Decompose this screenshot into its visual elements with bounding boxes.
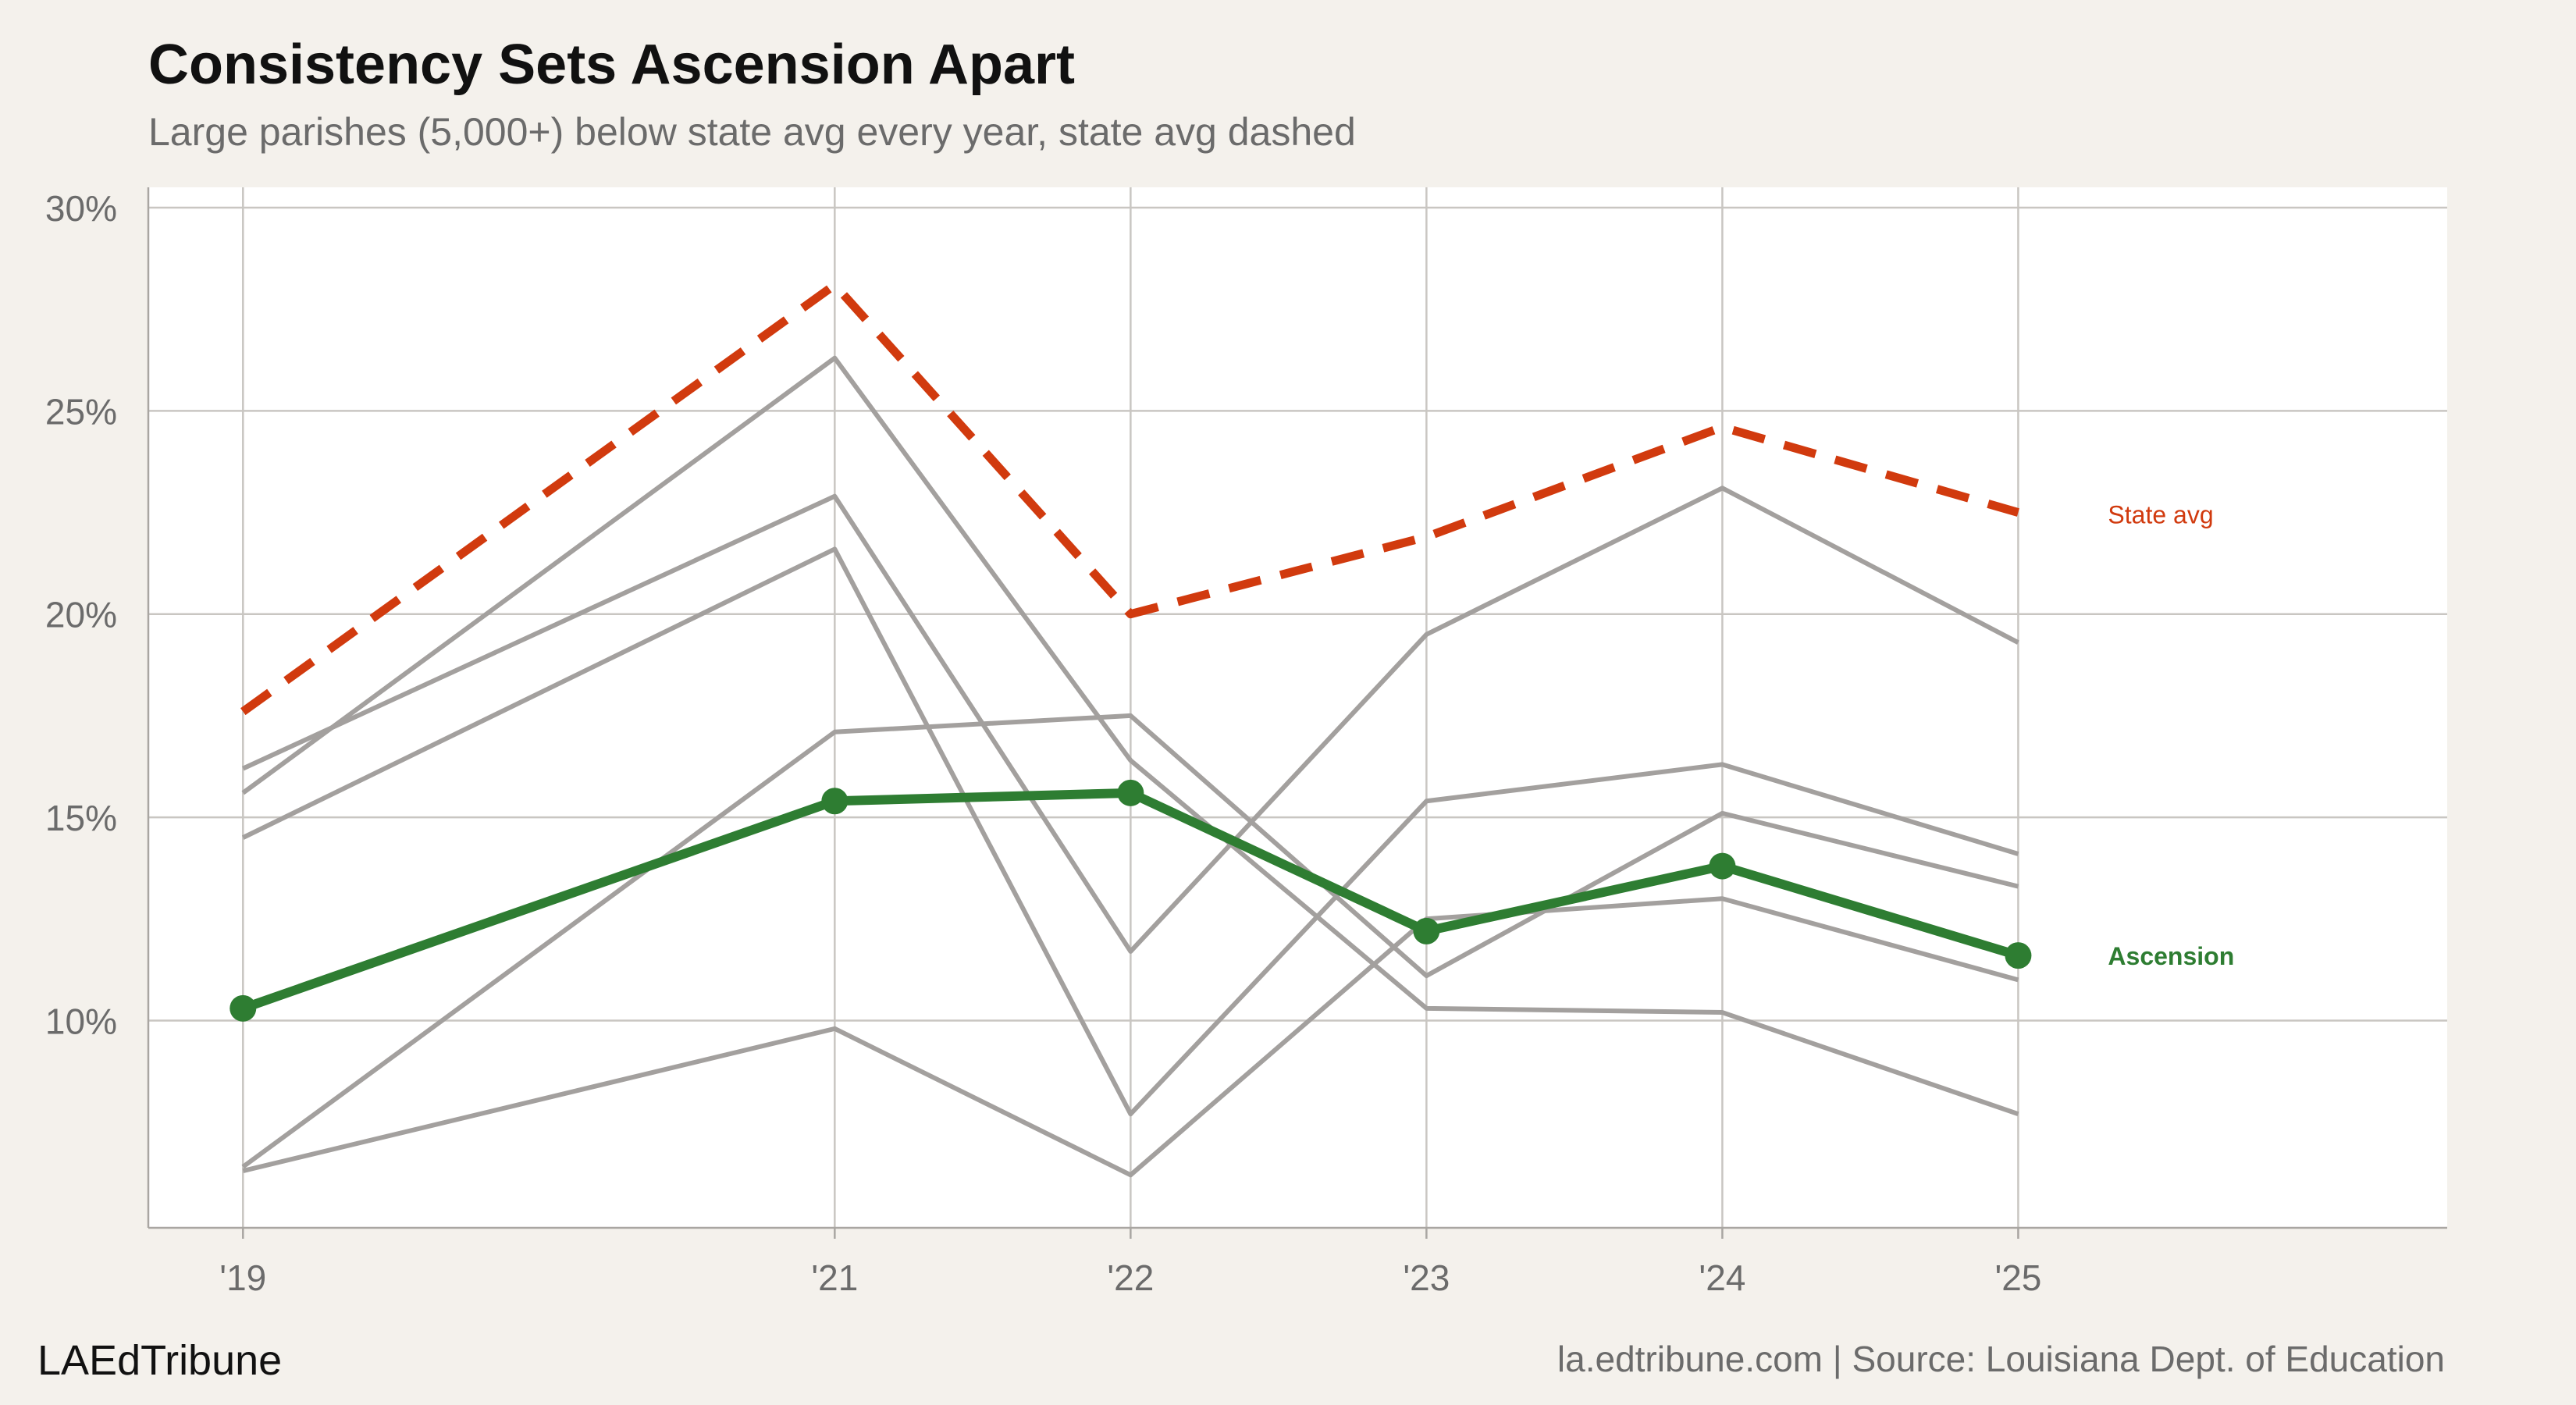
parish-series-line — [241, 713, 2019, 1169]
y-tick-label: 30% — [45, 188, 117, 229]
x-tick-label: '21 — [811, 1257, 858, 1298]
background-series — [241, 355, 2019, 1178]
ascension-point — [229, 994, 257, 1022]
ascension-series — [229, 779, 2032, 1022]
x-tick-label: '23 — [1403, 1257, 1450, 1298]
state-avg-label: State avg — [2108, 501, 2213, 529]
parish-series-line — [241, 546, 2019, 1117]
y-tick-label: 15% — [45, 798, 117, 838]
series-labels: State avg Ascension — [2108, 501, 2234, 971]
source-credit: la.edtribune.com | Source: Louisiana Dep… — [1557, 1339, 2445, 1379]
ascension-line — [241, 788, 2020, 1013]
x-tick-label: '19 — [219, 1257, 266, 1298]
parish-series-line — [241, 355, 2019, 1117]
plot-area — [148, 187, 2447, 1228]
x-tick-label: '25 — [1994, 1257, 2041, 1298]
parish-series-line — [242, 896, 2019, 1178]
x-tick-label: '22 — [1107, 1257, 1154, 1298]
ascension-label: Ascension — [2108, 942, 2234, 970]
ascension-point — [1709, 852, 1736, 880]
y-tick-labels: 30% 25% 20% 15% 10% — [45, 188, 117, 1041]
ascension-point — [1117, 779, 1144, 806]
y-tick-label: 25% — [45, 391, 117, 432]
brand-logo-text: LAEdTribune — [37, 1337, 283, 1384]
y-tick-label: 10% — [45, 1001, 117, 1041]
ascension-point — [821, 788, 849, 815]
chart-title: Consistency Sets Ascension Apart — [148, 34, 1076, 96]
y-tick-label: 20% — [45, 595, 117, 635]
state-avg-series — [240, 280, 2019, 716]
axes — [147, 187, 2447, 1229]
state-avg-line — [240, 280, 2019, 716]
y-gridlines — [148, 206, 2447, 1022]
ascension-point — [1413, 917, 1440, 944]
chart-subtitle: Large parishes (5,000+) below state avg … — [148, 110, 1356, 154]
x-tick-labels: '19 '21 '22 '23 '24 '25 — [219, 1257, 2041, 1298]
ascension-point — [2005, 942, 2032, 969]
parish-series-line — [242, 486, 2019, 954]
x-tick-label: '24 — [1699, 1257, 1745, 1298]
